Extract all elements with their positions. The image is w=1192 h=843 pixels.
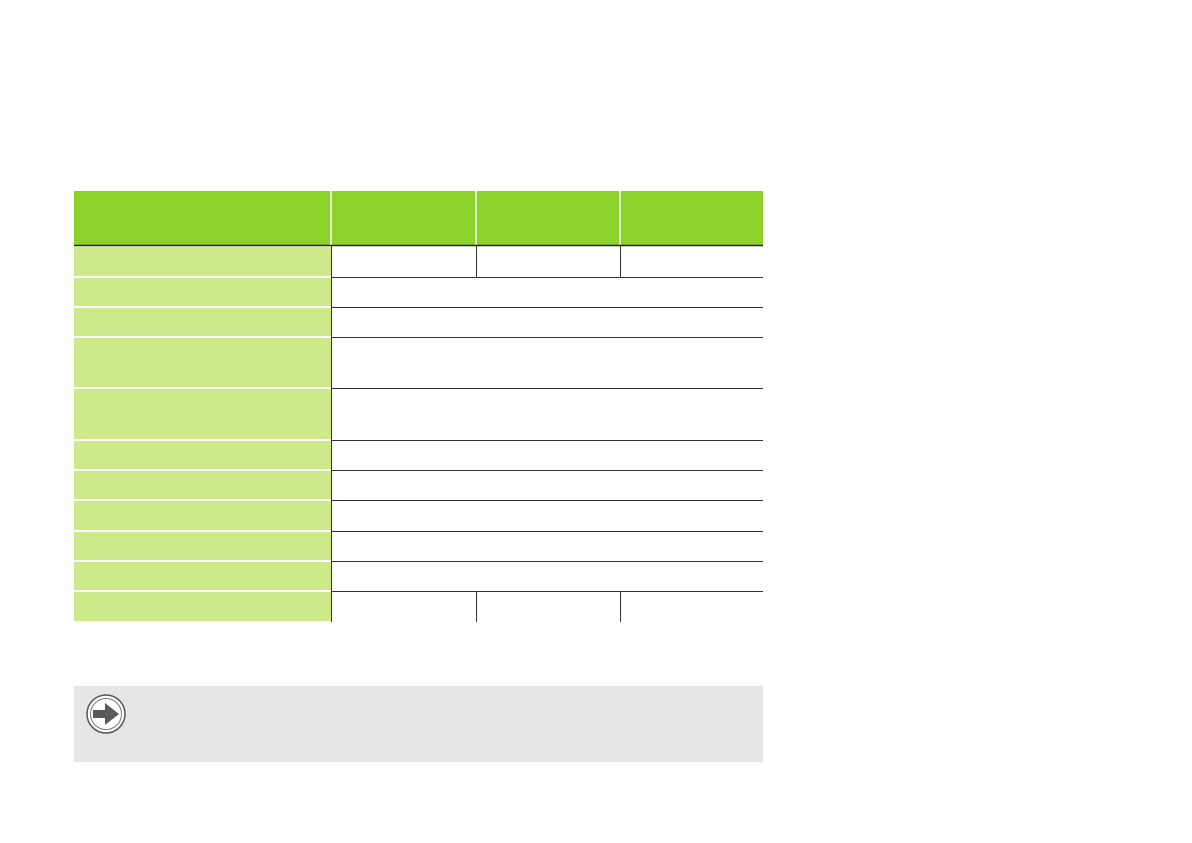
- note-icon-arrow: [93, 703, 119, 725]
- label-cell: [74, 389, 331, 439]
- row-rules: [331, 277, 763, 592]
- note-box: [74, 686, 763, 762]
- header-row: [74, 191, 763, 245]
- label-cell: [74, 471, 331, 499]
- label-cell: [74, 592, 331, 621]
- label-cell: [74, 308, 331, 336]
- label-cell: [74, 532, 331, 560]
- column-rules: [331, 246, 621, 622]
- label-cell: [74, 501, 331, 530]
- label-column: [74, 247, 331, 621]
- note-background: [74, 686, 763, 762]
- label-cell: [74, 562, 331, 590]
- label-cell: [74, 278, 331, 306]
- label-cell: [74, 441, 331, 469]
- label-cell: [74, 338, 331, 387]
- spec-table: [74, 191, 763, 622]
- label-cell: [74, 247, 331, 276]
